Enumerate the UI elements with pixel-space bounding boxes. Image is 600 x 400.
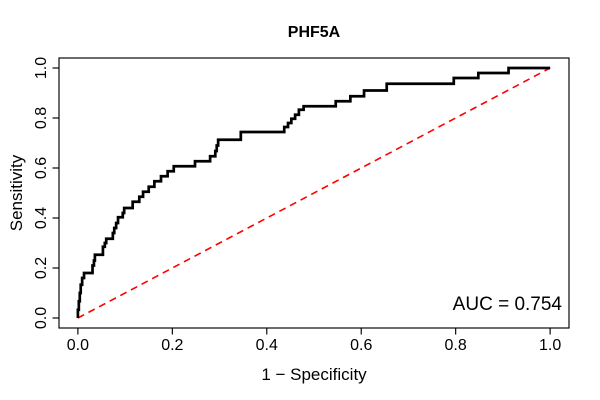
plot-box <box>58 57 570 329</box>
roc-curve <box>76 66 551 318</box>
y-tick-label: 0.8 <box>33 107 50 129</box>
x-axis-label: 1 − Specificity <box>261 365 367 384</box>
y-tick-label: 0.6 <box>33 157 50 179</box>
chance-diagonal <box>77 67 551 319</box>
chart-title: PHF5A <box>287 24 341 41</box>
auc-annotation: AUC = 0.754 <box>452 294 562 315</box>
x-tick-label: 0.0 <box>67 337 89 354</box>
x-tick-label: 0.6 <box>350 337 372 354</box>
x-tick-label: 0.8 <box>445 337 467 354</box>
x-tick-label: 1.0 <box>539 337 561 354</box>
y-tick-label: 0.2 <box>33 257 50 279</box>
y-tick-label: 0.0 <box>33 307 50 329</box>
x-tick-label: 0.4 <box>256 337 278 354</box>
y-tick-label: 1.0 <box>33 57 50 79</box>
x-tick-label: 0.2 <box>161 337 183 354</box>
y-axis-label: Sensitivity <box>7 154 26 232</box>
y-tick-label: 0.4 <box>33 207 50 229</box>
